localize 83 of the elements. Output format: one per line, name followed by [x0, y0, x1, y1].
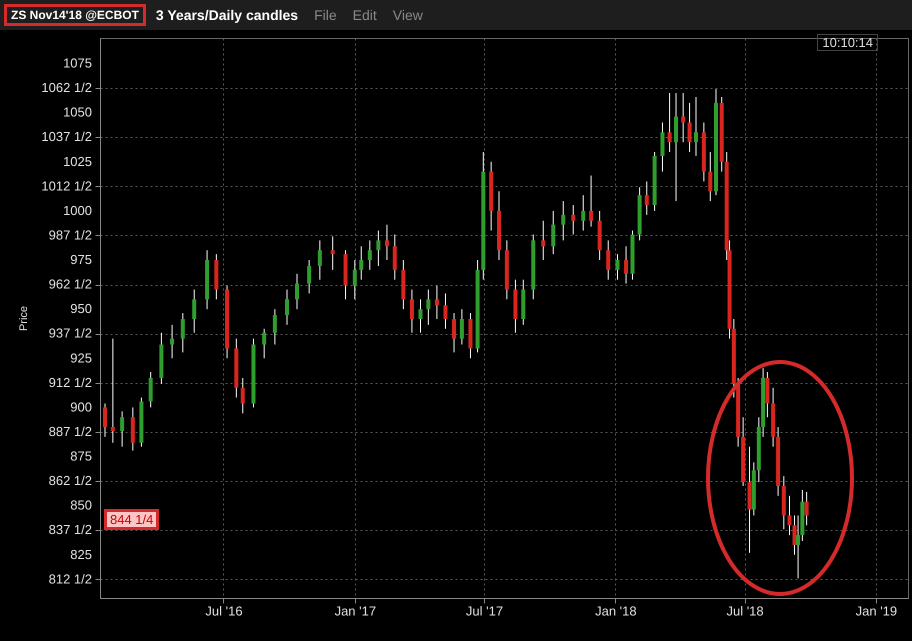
- candlestick: [318, 240, 322, 280]
- candlestick: [694, 96, 698, 156]
- candlestick: [681, 92, 686, 143]
- candlestick: [796, 514, 800, 579]
- candlestick: [110, 338, 115, 444]
- y-tick-label: 900: [70, 399, 92, 414]
- candlestick: [262, 328, 266, 359]
- candlestick: [170, 324, 174, 359]
- y-tick-label: 925: [70, 350, 92, 366]
- candlestick: [418, 298, 422, 334]
- y-tick-label: 1050: [63, 104, 92, 120]
- x-tick-label: Jul '17: [466, 604, 504, 618]
- x-tick-label: Jan '19: [856, 604, 898, 618]
- y-tick-label: 875: [70, 448, 92, 464]
- x-tick-label: Jan '17: [334, 604, 376, 618]
- candlestick: [452, 312, 456, 353]
- candlestick: [624, 246, 628, 284]
- candlestick: [307, 260, 312, 294]
- x-tick-label: Jul '18: [726, 604, 764, 618]
- candlestick: [180, 312, 185, 353]
- candlestick: [426, 289, 430, 326]
- candlestick: [240, 377, 245, 414]
- y-tick-label: 862 1/2: [48, 473, 92, 488]
- annotation: 844 1/4: [104, 509, 160, 530]
- candlestick: [581, 194, 586, 232]
- y-tick-label: 812 1/2: [48, 571, 92, 586]
- candlestick: [434, 285, 439, 320]
- chart-subtitle: 3 Years/Daily candles: [156, 7, 298, 23]
- candlestick: [368, 240, 372, 270]
- candlestick: [384, 224, 389, 261]
- text: File: [314, 7, 337, 23]
- x-tick-label: Jul '16: [205, 604, 243, 618]
- candlestick: [551, 210, 556, 255]
- candlestick: [352, 260, 357, 300]
- candlestick: [272, 308, 277, 346]
- candlestick: [376, 230, 380, 266]
- y-tick-label: 975: [70, 252, 92, 268]
- candlestick: [359, 246, 364, 280]
- y-tick-label: 825: [70, 546, 92, 562]
- candlestick: [561, 200, 566, 241]
- candlestick: [606, 240, 610, 280]
- y-tick-label: 937 1/2: [48, 326, 92, 341]
- y-tick-label: 1075: [63, 56, 92, 71]
- candlestick: [589, 175, 594, 228]
- y-tick-label: 1062 1/2: [41, 80, 92, 96]
- y-tick-label: 1025: [63, 154, 92, 169]
- candlestick: [615, 254, 620, 280]
- y-tick-label: 837 1/2: [48, 522, 92, 538]
- chart-title: ZS Nov14'18 @ECBOT: [4, 4, 146, 26]
- candlestick: [644, 180, 649, 216]
- candlestick: [392, 234, 397, 280]
- candlestick: [541, 220, 546, 261]
- candlestick: [102, 402, 107, 438]
- y-tick-label: 987 1/2: [48, 227, 92, 242]
- y-tick-label: 950: [70, 301, 92, 316]
- candlestick: [410, 289, 414, 334]
- candlestick: [460, 308, 464, 346]
- candlestick: [120, 410, 124, 448]
- y-tick-label: 1037 1/2: [41, 129, 92, 144]
- y-tick-label: 912 1/2: [48, 374, 92, 390]
- y-tick-label: 962 1/2: [48, 276, 92, 292]
- x-tick-label: Jan '18: [595, 604, 637, 618]
- candlestick: [804, 491, 809, 526]
- y-axis-title: Price: [18, 306, 30, 332]
- candlestick: [295, 273, 300, 310]
- y-tick-label: 850: [70, 498, 92, 513]
- annotation: 10:10:14: [817, 34, 878, 51]
- candlestick: [443, 292, 448, 330]
- candlestick: [668, 92, 672, 152]
- candlestick: [192, 289, 196, 334]
- y-tick-label: 887 1/2: [48, 424, 92, 439]
- y-tick-label: 1012 1/2: [41, 178, 92, 194]
- candlestick: [660, 122, 664, 172]
- candlestick: [688, 102, 692, 152]
- candlestick: [285, 289, 290, 326]
- text: View: [392, 7, 423, 23]
- candlestick: [788, 495, 792, 536]
- y-tick-label: 1000: [63, 202, 92, 218]
- candlestick: [708, 151, 712, 202]
- candlestick: [571, 204, 576, 235]
- candlestick: [148, 372, 153, 408]
- candlestick: [330, 236, 335, 270]
- text: Edit: [352, 7, 377, 23]
